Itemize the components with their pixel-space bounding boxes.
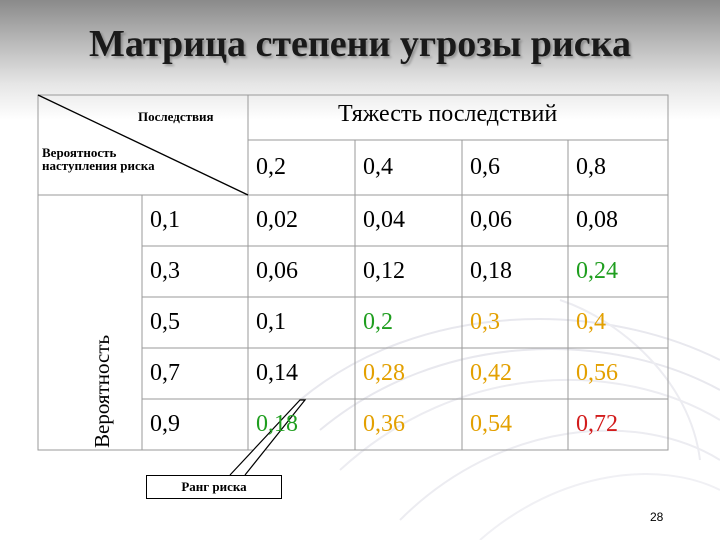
risk-value-cell: 0,28 (363, 360, 405, 386)
risk-value-cell: 0,24 (576, 258, 618, 284)
risk-value-cell: 0,18 (256, 411, 298, 437)
risk-value-cell: 0,18 (470, 258, 512, 284)
risk-value-cell: 0,12 (363, 258, 405, 284)
severity-value: 0,4 (363, 154, 393, 180)
risk-value-cell: 0,54 (470, 411, 512, 437)
severity-heading: Тяжесть последствий (338, 101, 558, 127)
risk-value-cell: 0,42 (470, 360, 512, 386)
probability-axis-label: Вероятность (90, 334, 114, 448)
risk-value-cell: 0,3 (470, 309, 500, 335)
risk-value-cell: 0,36 (363, 411, 405, 437)
title-band (0, 0, 720, 120)
risk-value-cell: 0,72 (576, 411, 618, 437)
probability-value: 0,3 (150, 258, 180, 284)
probability-value: 0,1 (150, 207, 180, 233)
risk-value-cell: 0,4 (576, 309, 606, 335)
probability-value: 0,7 (150, 360, 180, 386)
severity-value: 0,8 (576, 154, 606, 180)
page-number: 28 (650, 510, 664, 524)
severity-value: 0,2 (256, 154, 286, 180)
risk-value-cell: 0,56 (576, 360, 618, 386)
risk-value-cell: 0,04 (363, 207, 405, 233)
risk-value-cell: 0,1 (256, 309, 286, 335)
severity-value: 0,6 (470, 154, 500, 180)
risk-value-cell: 0,06 (470, 207, 512, 233)
risk-rank-callout: Ранг риска (146, 475, 282, 499)
probability-label: Вероятность наступления риска (42, 145, 155, 173)
probability-value: 0,5 (150, 309, 180, 335)
consequences-label: Последствия (138, 109, 214, 124)
page-title: Матрица степени угрозы риска (89, 23, 631, 65)
probability-value: 0,9 (150, 411, 180, 437)
risk-value-cell: 0,06 (256, 258, 298, 284)
risk-value-cell: 0,2 (363, 309, 393, 335)
risk-value-cell: 0,02 (256, 207, 298, 233)
risk-value-cell: 0,08 (576, 207, 618, 233)
risk-value-cell: 0,14 (256, 360, 298, 386)
